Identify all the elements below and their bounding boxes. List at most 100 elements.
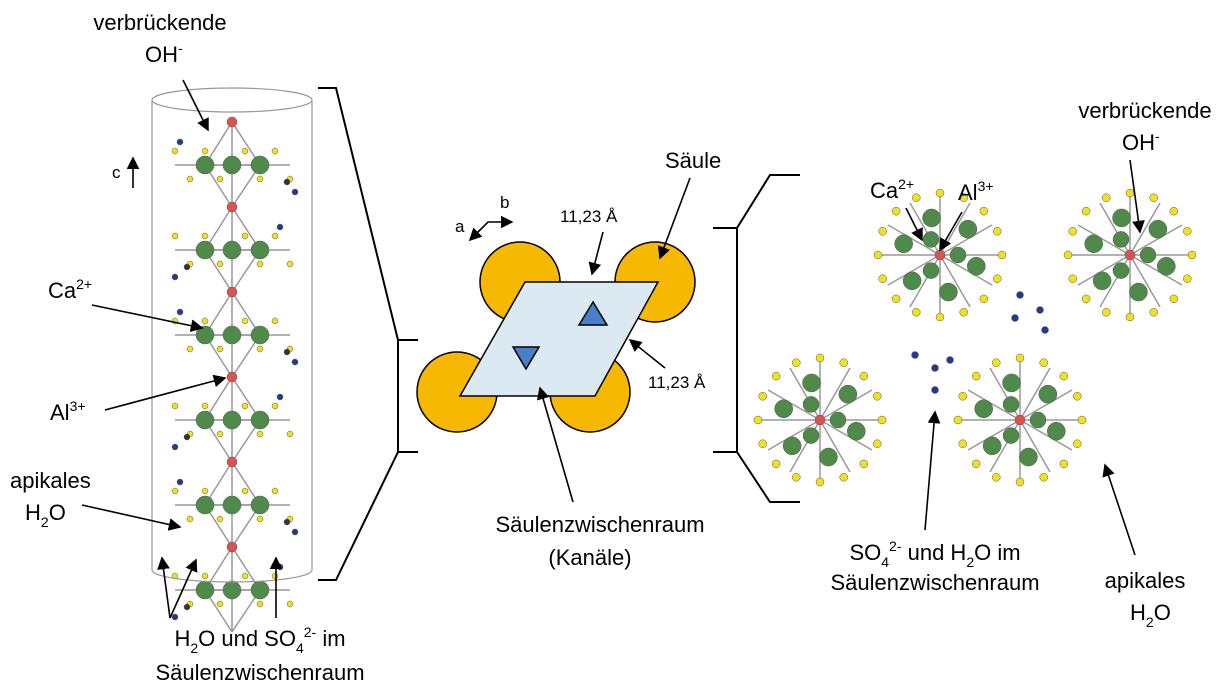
label: - [1155, 128, 1160, 144]
ca-atom [1029, 411, 1047, 429]
water-atom [1036, 306, 1044, 314]
water-atom [1041, 326, 1049, 334]
o-atom [878, 227, 887, 236]
label: im [316, 626, 345, 651]
o-atom [771, 459, 781, 469]
ca-atom [250, 240, 270, 260]
o-atom [216, 600, 224, 608]
label: - [178, 40, 183, 56]
ca-atom [774, 399, 793, 419]
bond [887, 254, 941, 286]
ca-atom [819, 447, 838, 467]
ca-atom [974, 399, 993, 419]
bond [819, 389, 873, 421]
label: Ca [870, 178, 899, 203]
o-atom [1125, 312, 1135, 322]
label: apikales [1105, 568, 1186, 593]
label: 2- [304, 624, 317, 640]
o-atom [979, 206, 989, 216]
o-atom [1015, 353, 1025, 363]
o-atom [873, 392, 882, 401]
o-atom [1039, 473, 1048, 482]
water-atom [276, 223, 284, 231]
o-atom [992, 358, 1001, 367]
o-atom [1169, 206, 1179, 216]
ca-atom [922, 231, 940, 248]
axis-arrows [474, 215, 514, 236]
o-atom [186, 175, 194, 183]
o-atom [1081, 206, 1091, 216]
al-atom [1124, 249, 1136, 261]
ca-atom [922, 262, 940, 279]
water-atom [291, 188, 299, 196]
o-atom [971, 371, 981, 381]
o-atom [1059, 459, 1069, 469]
water-atom [176, 308, 184, 316]
label: 2 [41, 514, 49, 530]
o-atom [256, 260, 264, 268]
label: 4 [881, 554, 889, 570]
o-atom [216, 260, 224, 268]
arrow [169, 558, 198, 619]
o-atom [1077, 415, 1087, 425]
axis-label: c [112, 163, 121, 182]
bond [1129, 254, 1183, 286]
label: O im [974, 540, 1020, 565]
arrow [657, 177, 691, 260]
o-atom [912, 308, 921, 317]
label: H2O und SO42- im [174, 624, 345, 656]
ca-atom [1092, 271, 1112, 291]
ca-atom [1157, 256, 1176, 276]
o-atom [877, 415, 887, 425]
o-atom [271, 147, 279, 155]
arrow [536, 386, 574, 503]
o-atom [241, 402, 249, 410]
ca-atom [847, 421, 866, 441]
o-atom [201, 572, 209, 580]
water-atom [276, 563, 284, 571]
ca-atom [958, 219, 978, 239]
distance-label: 11,23 Å [560, 207, 618, 226]
label: und H [901, 540, 966, 565]
o-atom [216, 345, 224, 353]
o-atom [271, 317, 279, 325]
ca-atom [1129, 282, 1148, 302]
o-atom [286, 260, 294, 268]
zoom-bracket-right [713, 174, 800, 503]
bond [1077, 254, 1131, 286]
o-atom [216, 430, 224, 438]
o-atom [1125, 188, 1135, 198]
label: H [174, 626, 190, 651]
water-atom [171, 273, 179, 281]
label: H2O [25, 500, 66, 530]
water-atom [176, 478, 184, 486]
o-atom [201, 402, 209, 410]
o-atom [878, 274, 887, 283]
water-atom [911, 351, 919, 359]
ca-atom [1112, 262, 1130, 279]
label: (Kanäle) [548, 545, 631, 570]
o-atom [891, 206, 901, 216]
label: H [25, 500, 41, 525]
ca-atom [222, 325, 242, 345]
o-atom [1102, 308, 1111, 317]
al-atom [934, 249, 946, 261]
label: 3+ [70, 398, 86, 414]
o-atom [271, 232, 279, 240]
o-atom [959, 193, 968, 202]
bond [767, 419, 821, 451]
o-atom [753, 415, 763, 425]
al-atom [814, 414, 826, 426]
al-atom [226, 201, 238, 213]
o-atom [1073, 439, 1082, 448]
o-atom [1081, 294, 1091, 304]
zoom-bracket-left [318, 87, 418, 581]
ca-atom [1019, 447, 1038, 467]
water-atom [276, 393, 284, 401]
al-atom [226, 286, 238, 298]
o-atom [1187, 250, 1197, 260]
ca-atom [195, 580, 215, 600]
ca-atom [982, 436, 1002, 456]
arrow [1102, 463, 1136, 556]
ca-atom [250, 580, 270, 600]
